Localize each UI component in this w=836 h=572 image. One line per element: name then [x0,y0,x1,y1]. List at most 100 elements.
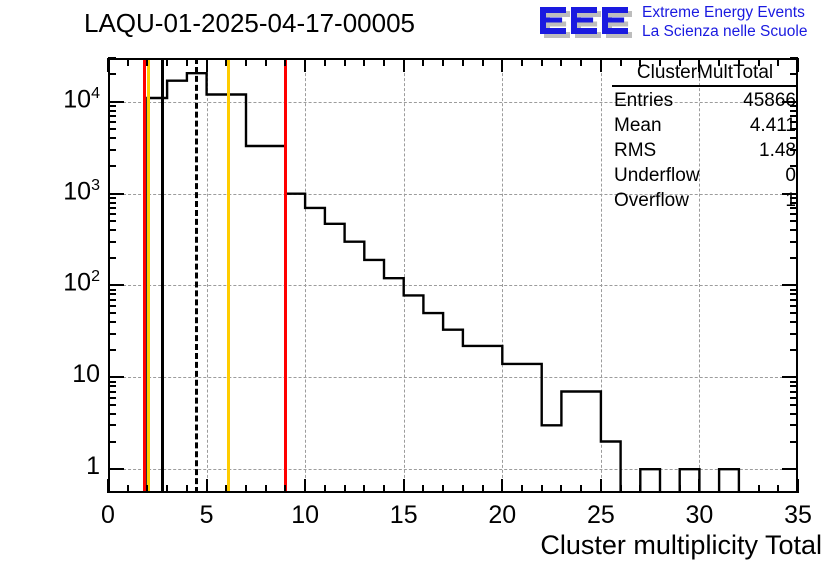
y-tick-minor [108,403,116,406]
x-tick-minor [580,485,583,493]
x-tick-minor [540,485,543,493]
y-tick-right [790,293,798,296]
x-tick-label: 10 [291,501,320,529]
marker-line-yellow-line-low [147,58,151,493]
x-tick-top [481,58,484,66]
gridline-horizontal [108,194,798,195]
y-tick-label: 103 [63,176,100,205]
x-tick-minor [225,485,228,493]
x-tick-top [501,58,504,72]
y-tick-minor [108,121,116,124]
gridline-horizontal [108,377,798,378]
x-tick-minor [639,485,642,493]
y-tick-minor [108,220,116,223]
x-tick-minor [126,485,129,493]
y-tick-right [790,304,798,307]
stats-row-label: Underflow [614,165,700,186]
x-tick-major [107,479,109,493]
y-tick-minor [108,240,116,243]
x-tick-minor [461,485,464,493]
x-tick-top [284,58,287,66]
y-tick-right [782,468,798,471]
y-tick-right [790,73,798,76]
x-tick-minor [166,485,169,493]
gridline-vertical [404,58,405,493]
y-tick-minor [108,137,116,140]
stats-row: RMS 1.48 [612,138,798,163]
x-tick-major [599,479,602,493]
y-tick-right [790,115,798,118]
x-tick-top [599,58,602,72]
x-tick-top [521,58,523,66]
stats-row-value: 1 [785,190,796,211]
y-tick-right [790,196,798,199]
x-tick-top [126,58,129,66]
y-tick-right [790,165,798,167]
y-tick-label: 1 [86,452,100,481]
y-tick-label: 104 [63,84,100,114]
y-tick-right [790,440,798,443]
y-tick-minor [108,412,116,415]
x-tick-top [580,58,583,66]
y-tick-minor [108,105,116,108]
x-tick-minor [560,485,563,493]
y-tick-right [790,137,798,140]
stats-row-label: Entries [614,90,674,111]
stats-box: ClusterMultTotal Entries 45866 Mean 4.411 RM… [612,62,798,213]
stats-row-value: 4.411 [749,115,796,136]
y-tick-right [790,206,798,209]
y-tick-right [790,57,798,59]
x-tick-minor [757,485,760,493]
y-tick-right [790,229,798,232]
y-tick-minor [108,115,116,118]
y-tick-right [782,284,798,287]
plot-area [108,58,798,493]
x-tick-minor [521,485,523,493]
y-tick-minor [108,206,116,209]
x-tick-top [304,58,307,72]
x-tick-top [245,58,247,66]
y-tick-right [790,105,798,108]
marker-line-black-dashed-mean [194,58,198,493]
x-tick-top [659,58,661,66]
y-tick-minor [108,196,116,199]
x-tick-top [343,58,346,66]
y-tick-minor [108,396,116,399]
y-tick-minor [108,293,116,296]
x-tick-minor [442,485,445,493]
gridline-vertical [699,58,700,493]
y-tick-right [790,396,798,399]
stats-row-label: Mean [614,115,662,136]
x-tick-minor [363,485,366,493]
marker-line-red-line-low [143,58,147,493]
y-tick-minor [108,440,116,443]
x-tick-major [205,479,208,493]
x-tick-top [166,58,169,66]
y-tick-minor [108,390,116,393]
gridline-horizontal [108,469,798,470]
marker-line-black-line-low [161,58,165,493]
y-tick-label: 102 [63,268,100,297]
x-tick-minor [284,485,287,493]
x-tick-major [402,479,405,493]
x-tick-minor [343,485,346,493]
x-tick-top [264,58,267,66]
x-tick-minor [718,485,721,493]
y-tick-minor [108,256,116,259]
x-tick-label: 30 [685,501,714,529]
y-tick-right [790,128,798,131]
eee-logo-line1: Extreme Energy Events [642,4,805,21]
x-tick-top [678,58,681,66]
y-tick-minor [108,288,116,291]
y-tick-major [108,192,124,195]
x-tick-top [205,58,208,72]
stats-row: Mean 4.411 [612,113,798,138]
y-tick-major [108,100,124,103]
stats-row: Entries 45866 [612,88,798,113]
y-tick-minor [108,148,116,151]
x-axis-title: Cluster multiplicity Total [540,530,822,560]
x-tick-major [698,479,701,493]
eee-logo-text: Extreme Energy Events La Scienza nelle S… [642,3,807,41]
y-tick-right [782,100,798,103]
x-tick-top [402,58,405,72]
